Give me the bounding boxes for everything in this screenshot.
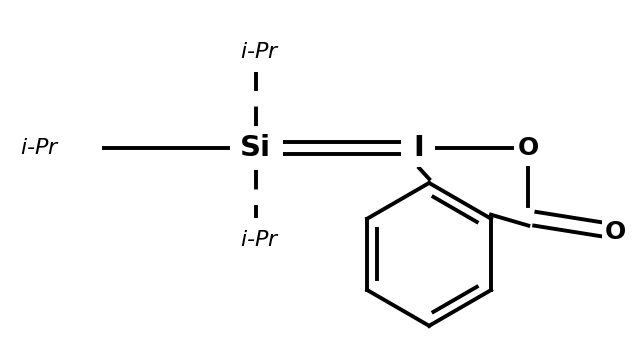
Text: $i$-Pr: $i$-Pr: [239, 42, 280, 62]
Text: I: I: [414, 134, 425, 162]
Text: O: O: [605, 220, 627, 244]
Text: Si: Si: [240, 134, 271, 162]
Text: O: O: [518, 136, 539, 160]
Text: $i$-Pr: $i$-Pr: [20, 138, 60, 158]
Text: $i$-Pr: $i$-Pr: [239, 230, 280, 250]
